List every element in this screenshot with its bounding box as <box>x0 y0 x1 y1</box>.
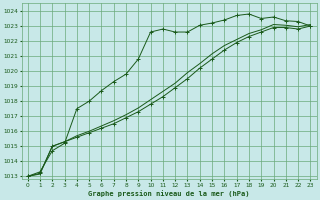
X-axis label: Graphe pression niveau de la mer (hPa): Graphe pression niveau de la mer (hPa) <box>88 190 250 197</box>
